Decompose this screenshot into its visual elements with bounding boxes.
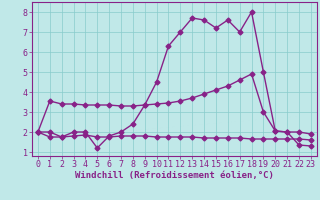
- X-axis label: Windchill (Refroidissement éolien,°C): Windchill (Refroidissement éolien,°C): [75, 171, 274, 180]
